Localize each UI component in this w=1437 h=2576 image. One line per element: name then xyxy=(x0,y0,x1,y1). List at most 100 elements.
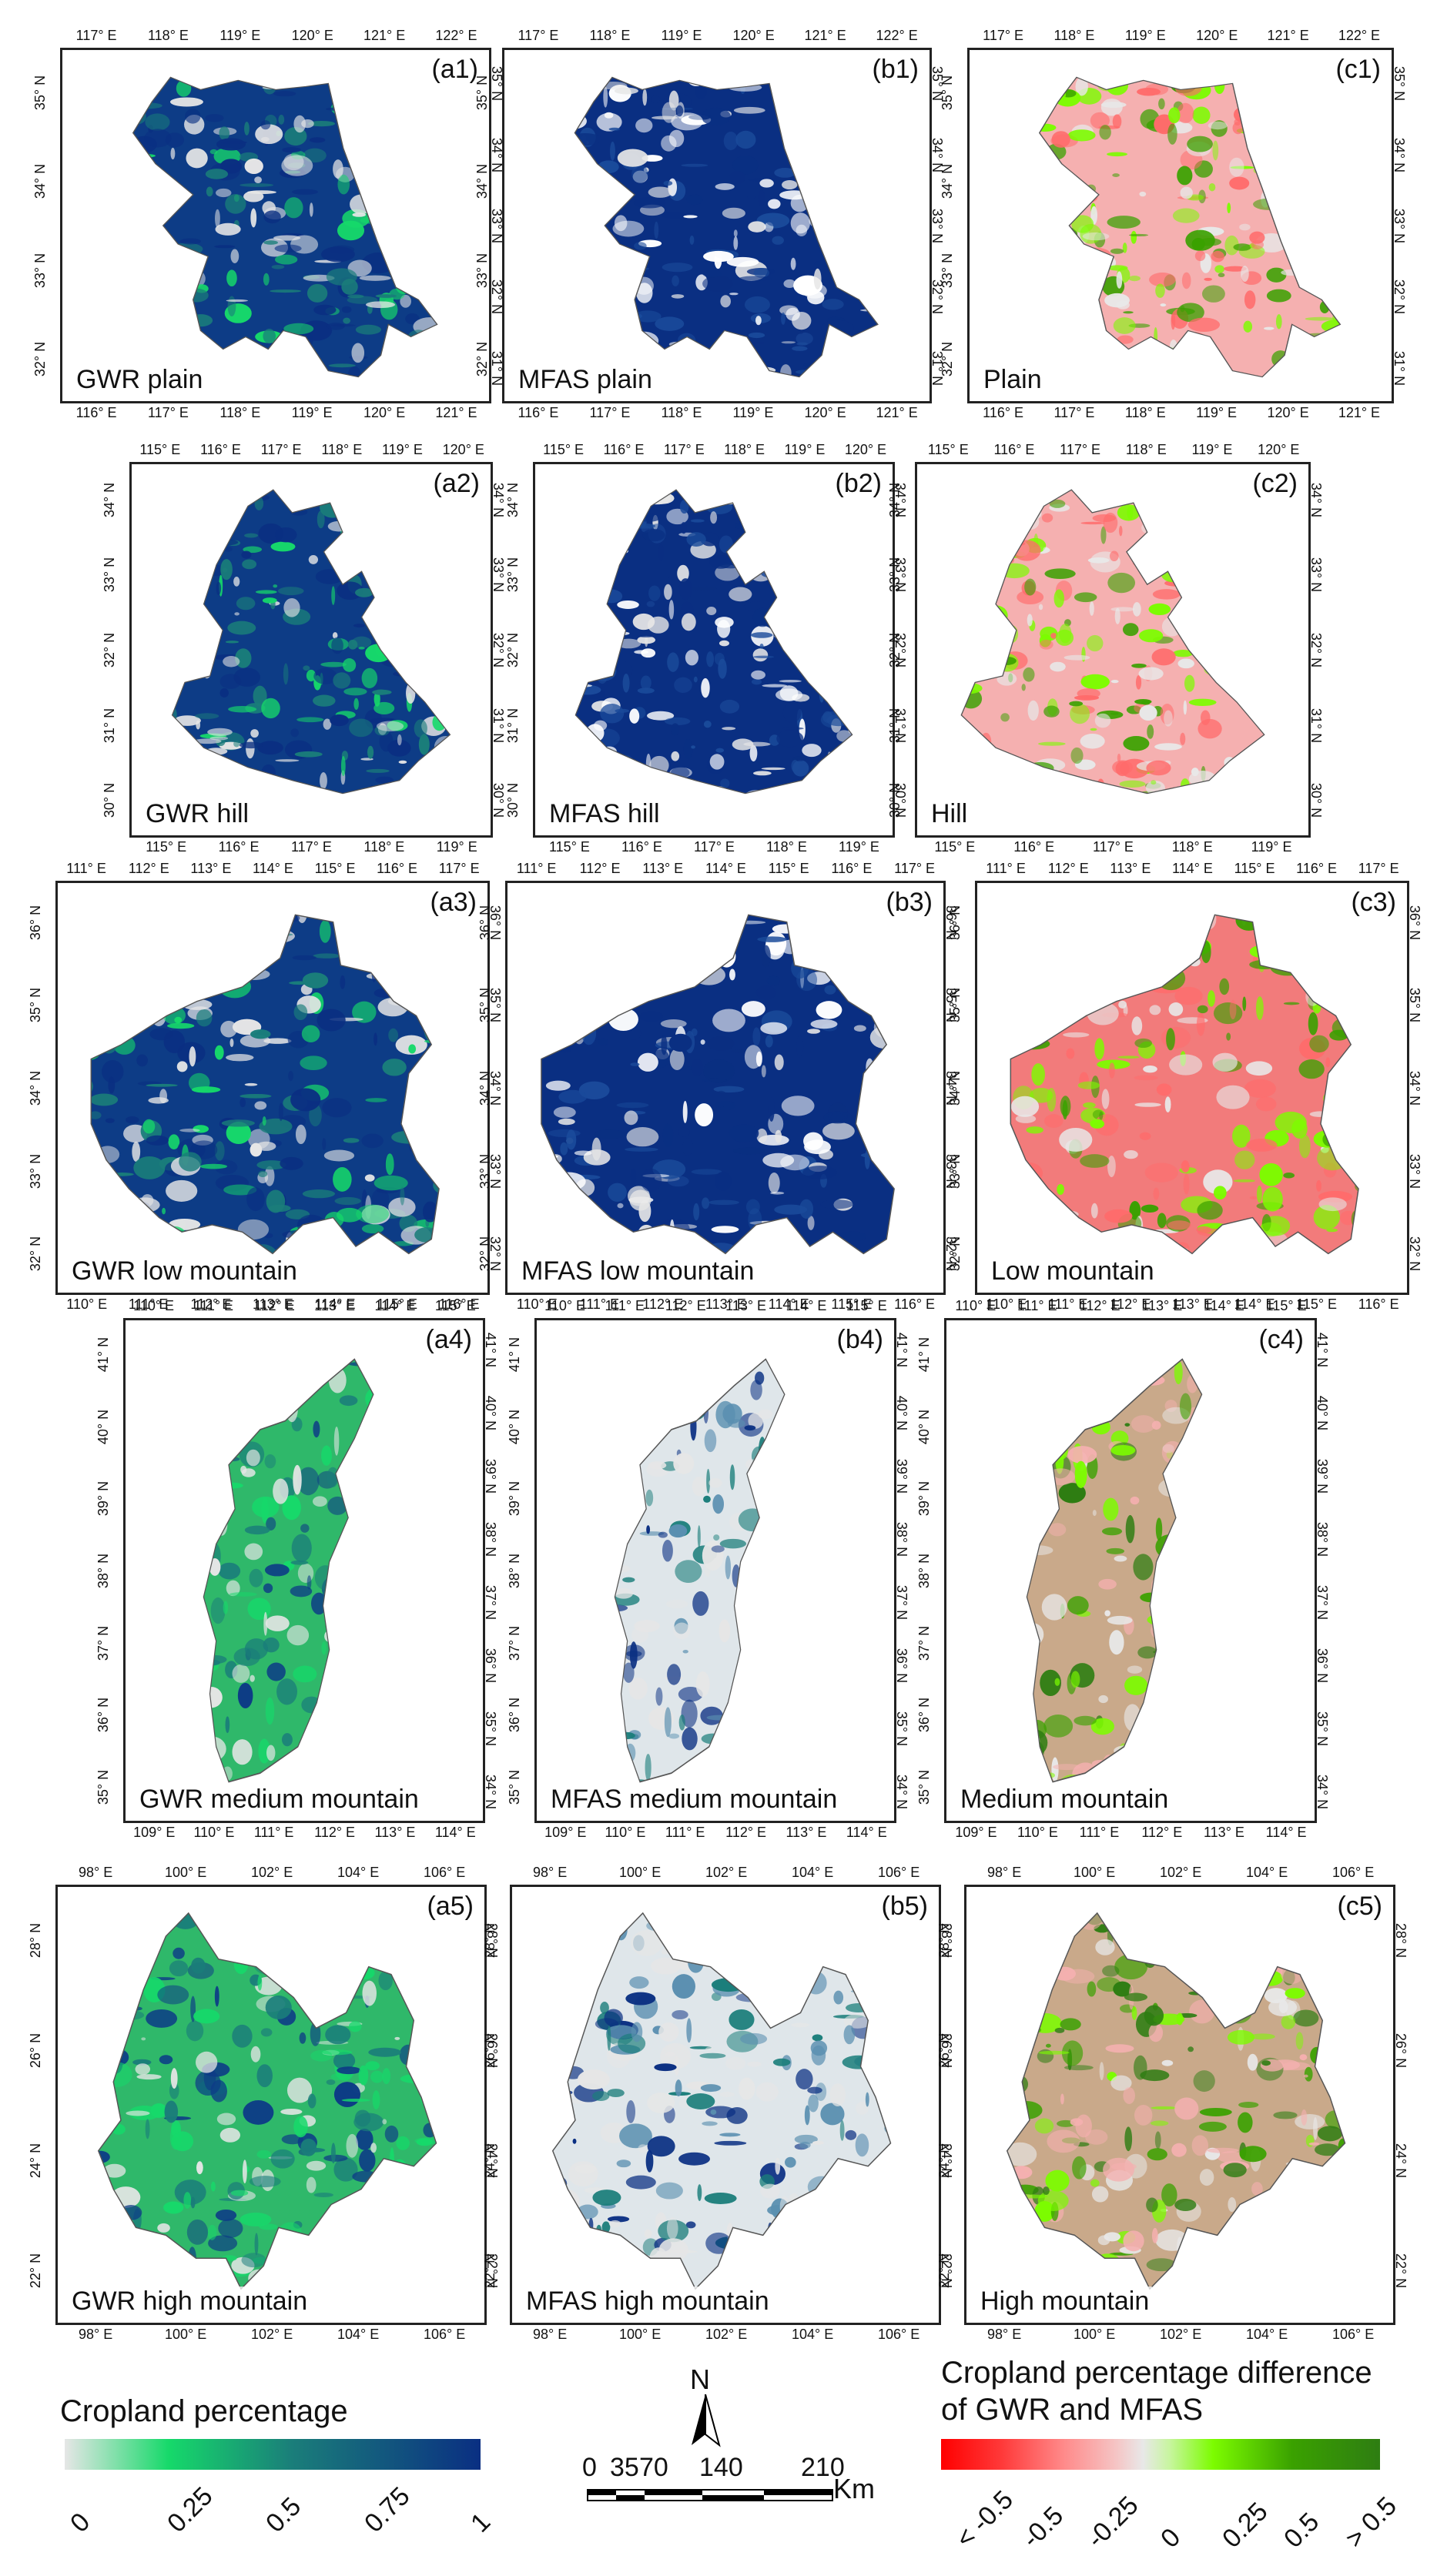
latitude-tick: 33° N xyxy=(102,557,118,593)
longitude-tick: 110° E xyxy=(133,1298,175,1313)
longitude-tick: 111° E xyxy=(193,1298,234,1313)
latitude-tick: 34° N xyxy=(1308,482,1325,517)
latitude-tick: 22° N xyxy=(482,2253,498,2288)
panel-label: High mountain xyxy=(977,2287,1153,2317)
longitude-tick: 115° E xyxy=(846,1298,887,1313)
north-arrow: N xyxy=(682,2364,729,2447)
latitude-tick: 33° N xyxy=(930,208,946,244)
longitude-tick: 117° E xyxy=(983,28,1024,43)
longitude-tick: 102° E xyxy=(1160,2327,1202,2342)
longitude-tick: 115° E xyxy=(146,839,187,855)
latitude-tick: 28° N xyxy=(482,1922,498,1958)
latitude-tick: 34° N xyxy=(947,1070,963,1106)
longitude-tick: 112° E xyxy=(1079,1298,1120,1313)
panel-label: Plain xyxy=(980,365,1045,395)
longitude-tick: 112° E xyxy=(190,1296,232,1312)
scale-tick: 140 xyxy=(699,2453,743,2482)
scale-tick: 35 xyxy=(610,2453,639,2482)
longitude-tick: 110° E xyxy=(193,1825,235,1840)
latitude-tick: 36° N xyxy=(1315,1648,1331,1684)
longitude-tick: 117° E xyxy=(1053,405,1095,420)
longitude-tick: 115° E xyxy=(1296,1296,1338,1312)
longitude-tick: 98° E xyxy=(987,1865,1022,1880)
latitude-tick: 36° N xyxy=(483,1648,499,1684)
latitude-tick: 32° N xyxy=(947,1236,963,1272)
latitude-tick: 33° N xyxy=(474,253,491,288)
longitude-tick: 120° E xyxy=(732,28,775,43)
panel-label: MFAS hill xyxy=(546,799,663,829)
latitude-tick: 26° N xyxy=(482,2032,498,2068)
map-panel: (a5) GWR high mountain xyxy=(55,1885,487,2325)
latitude-tick: 26° N xyxy=(936,2032,953,2068)
latitude-tick: 35° N xyxy=(32,75,49,110)
latitude-tick: 34° N xyxy=(1392,137,1408,172)
longitude-tick: 113° E xyxy=(374,1825,416,1840)
latitude-tick: 41° N xyxy=(95,1337,112,1372)
longitude-tick: 114° E xyxy=(846,1825,887,1840)
legend-cropland-tick: 0.75 xyxy=(359,2481,416,2538)
longitude-tick: 111° E xyxy=(1047,1296,1088,1312)
map-panel: (a3) GWR low mountain xyxy=(55,881,490,1295)
longitude-tick: 118° E xyxy=(1125,442,1167,457)
longitude-tick: 102° E xyxy=(705,1865,748,1880)
latitude-tick: 34° N xyxy=(32,164,49,199)
latitude-tick: 32° N xyxy=(887,632,903,668)
latitude-tick: 35° N xyxy=(95,1770,112,1805)
longitude-tick: 117° E xyxy=(148,405,189,420)
longitude-tick: 104° E xyxy=(792,1865,834,1880)
longitude-tick: 113° E xyxy=(314,1298,356,1313)
longitude-tick: 113° E xyxy=(705,1296,746,1312)
longitude-tick: 116° E xyxy=(218,839,260,855)
longitude-tick: 111° E xyxy=(66,861,106,876)
longitude-tick: 112° E xyxy=(128,861,169,876)
latitude-tick: 35° N xyxy=(1392,66,1408,102)
panel-id: (a1) xyxy=(431,55,478,84)
longitude-tick: 119° E xyxy=(839,839,879,855)
longitude-tick: 115° E xyxy=(1265,1298,1307,1313)
longitude-tick: 119° E xyxy=(1124,28,1166,43)
latitude-tick: 34° N xyxy=(940,164,956,199)
longitude-tick: 113° E xyxy=(725,1298,767,1313)
latitude-tick: 33° N xyxy=(1308,557,1325,593)
latitude-tick: 34° N xyxy=(491,482,507,517)
panel-id: (b5) xyxy=(881,1892,928,1921)
region-map xyxy=(171,489,451,795)
longitude-tick: 98° E xyxy=(533,2327,568,2342)
region-map xyxy=(1026,1358,1203,1783)
longitude-tick: 104° E xyxy=(1246,2327,1288,2342)
longitude-tick: 118° E xyxy=(589,28,631,43)
longitude-tick: 114° E xyxy=(1234,1296,1275,1312)
longitude-tick: 116° E xyxy=(1296,861,1338,876)
longitude-tick: 115° E xyxy=(377,1296,418,1312)
map-panel: (c4) Medium mountain xyxy=(944,1318,1317,1823)
panel-id: (c5) xyxy=(1337,1892,1382,1921)
longitude-tick: 119° E xyxy=(291,405,333,420)
longitude-tick: 112° E xyxy=(579,861,621,876)
longitude-tick: 98° E xyxy=(79,2327,113,2342)
longitude-tick: 115° E xyxy=(934,839,976,855)
longitude-tick: 119° E xyxy=(382,442,423,457)
legend-diff-tick: 0.25 xyxy=(1217,2497,1274,2554)
latitude-tick: 33° N xyxy=(505,557,521,593)
longitude-tick: 110° E xyxy=(986,1296,1027,1312)
longitude-tick: 113° E xyxy=(642,861,684,876)
latitude-tick: 30° N xyxy=(491,783,507,818)
longitude-tick: 112° E xyxy=(253,1298,295,1313)
longitude-tick: 112° E xyxy=(1110,1296,1151,1312)
latitude-tick: 32° N xyxy=(1392,279,1408,315)
longitude-tick: 122° E xyxy=(1338,28,1381,43)
longitude-tick: 115° E xyxy=(139,442,181,457)
latitude-tick: 36° N xyxy=(916,1698,933,1733)
longitude-tick: 112° E xyxy=(665,1298,706,1313)
latitude-tick: 33° N xyxy=(1407,1153,1423,1189)
longitude-tick: 118° E xyxy=(148,28,189,43)
latitude-tick: 31° N xyxy=(1392,350,1408,386)
latitude-tick: 39° N xyxy=(483,1458,499,1494)
latitude-tick: 33° N xyxy=(491,557,507,593)
latitude-tick: 31° N xyxy=(1308,708,1325,743)
latitude-tick: 32° N xyxy=(102,632,118,668)
longitude-tick: 114° E xyxy=(785,1298,827,1313)
longitude-tick: 111° E xyxy=(986,861,1026,876)
latitude-tick: 39° N xyxy=(894,1458,910,1494)
latitude-tick: 35° N xyxy=(477,988,494,1023)
